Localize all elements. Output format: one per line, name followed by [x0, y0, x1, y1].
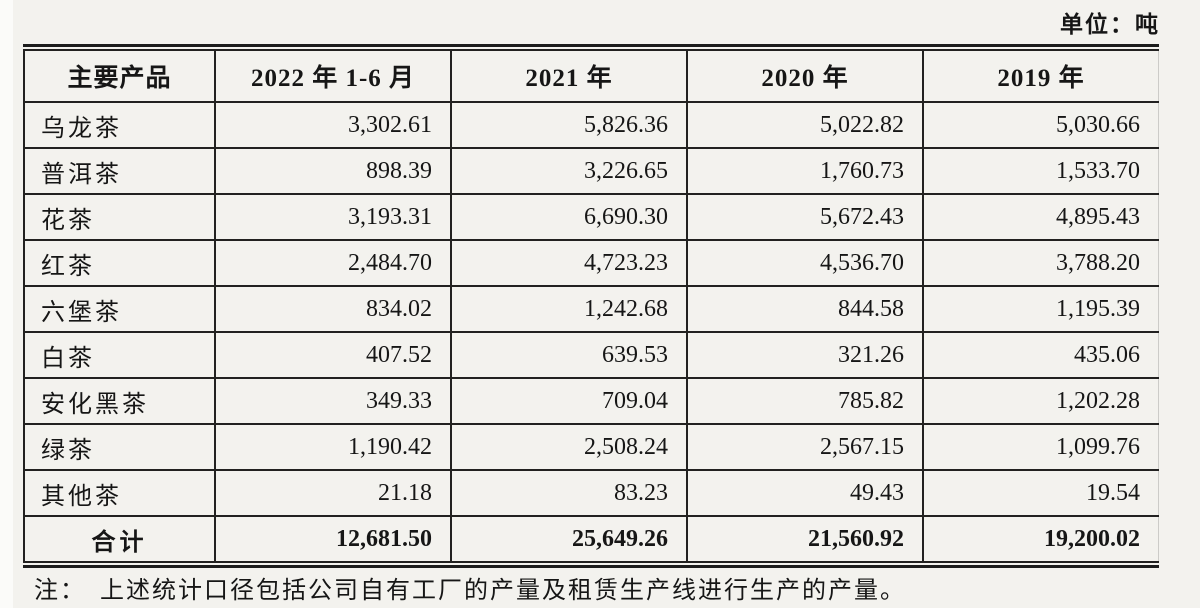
value-cell: 844.58 — [686, 285, 924, 333]
value-cell: 5,022.82 — [686, 101, 924, 149]
value-cell: 1,533.70 — [922, 147, 1159, 195]
value-cell: 898.39 — [214, 147, 452, 195]
production-table-grid: 主要产品 2022 年 1-6 月 2021 年 2020 年 2019 年 乌… — [23, 49, 1159, 563]
product-cell: 六堡茶 — [23, 285, 216, 333]
total-value-cell: 25,649.26 — [450, 515, 688, 563]
value-cell: 3,226.65 — [450, 147, 688, 195]
product-cell: 安化黑茶 — [23, 377, 216, 425]
unit-label: 单位：吨 — [1060, 12, 1160, 37]
product-cell: 红茶 — [23, 239, 216, 287]
table-row: 花茶 3,193.31 6,690.30 5,672.43 4,895.43 — [23, 193, 1159, 241]
value-cell: 834.02 — [214, 285, 452, 333]
table-row: 其他茶 21.18 83.23 49.43 19.54 — [23, 469, 1159, 517]
header-cell-2022h1: 2022 年 1-6 月 — [214, 49, 452, 103]
product-cell: 花茶 — [23, 193, 216, 241]
product-cell: 其他茶 — [23, 469, 216, 517]
product-cell: 普洱茶 — [23, 147, 216, 195]
total-label-cell: 合计 — [23, 515, 216, 563]
value-cell: 639.53 — [450, 331, 688, 379]
header-cell-2019: 2019 年 — [922, 49, 1159, 103]
value-cell: 1,099.76 — [922, 423, 1159, 471]
value-cell: 709.04 — [450, 377, 688, 425]
table-row: 绿茶 1,190.42 2,508.24 2,567.15 1,099.76 — [23, 423, 1159, 471]
value-cell: 435.06 — [922, 331, 1159, 379]
value-cell: 349.33 — [214, 377, 452, 425]
value-cell: 3,788.20 — [922, 239, 1159, 287]
total-value-cell: 21,560.92 — [686, 515, 924, 563]
table-row: 六堡茶 834.02 1,242.68 844.58 1,195.39 — [23, 285, 1159, 333]
total-value-cell: 12,681.50 — [214, 515, 452, 563]
product-cell: 乌龙茶 — [23, 101, 216, 149]
header-cell-2021: 2021 年 — [450, 49, 688, 103]
table-row: 乌龙茶 3,302.61 5,826.36 5,022.82 5,030.66 — [23, 101, 1159, 149]
header-cell-2020: 2020 年 — [686, 49, 924, 103]
value-cell: 2,484.70 — [214, 239, 452, 287]
value-cell: 21.18 — [214, 469, 452, 517]
value-cell: 1,202.28 — [922, 377, 1159, 425]
value-cell: 785.82 — [686, 377, 924, 425]
value-cell: 4,536.70 — [686, 239, 924, 287]
footnote: 注： 上述统计口径包括公司自有工厂的产量及租赁生产线进行生产的产量。 — [34, 570, 906, 605]
value-cell: 321.26 — [686, 331, 924, 379]
value-cell: 1,195.39 — [922, 285, 1159, 333]
value-cell: 49.43 — [686, 469, 924, 517]
value-cell: 3,302.61 — [214, 101, 452, 149]
table-row: 白茶 407.52 639.53 321.26 435.06 — [23, 331, 1159, 379]
table-body: 乌龙茶 3,302.61 5,826.36 5,022.82 5,030.66 … — [23, 101, 1159, 517]
value-cell: 407.52 — [214, 331, 452, 379]
total-row: 合计 12,681.50 25,649.26 21,560.92 19,200.… — [23, 515, 1159, 563]
value-cell: 4,895.43 — [922, 193, 1159, 241]
footnote-prefix: 注： — [34, 578, 86, 604]
value-cell: 2,508.24 — [450, 423, 688, 471]
table-row: 普洱茶 898.39 3,226.65 1,760.73 1,533.70 — [23, 147, 1159, 195]
value-cell: 5,672.43 — [686, 193, 924, 241]
value-cell: 1,190.42 — [214, 423, 452, 471]
production-table: 主要产品 2022 年 1-6 月 2021 年 2020 年 2019 年 乌… — [23, 44, 1159, 568]
table-header-row: 主要产品 2022 年 1-6 月 2021 年 2020 年 2019 年 — [23, 49, 1159, 103]
footnote-text: 上述统计口径包括公司自有工厂的产量及租赁生产线进行生产的产量。 — [100, 578, 906, 604]
table-row: 安化黑茶 349.33 709.04 785.82 1,202.28 — [23, 377, 1159, 425]
product-cell: 白茶 — [23, 331, 216, 379]
header-cell-product: 主要产品 — [23, 49, 216, 103]
total-value-cell: 19,200.02 — [922, 515, 1159, 563]
table-row: 红茶 2,484.70 4,723.23 4,536.70 3,788.20 — [23, 239, 1159, 287]
value-cell: 5,826.36 — [450, 101, 688, 149]
value-cell: 3,193.31 — [214, 193, 452, 241]
value-cell: 1,242.68 — [450, 285, 688, 333]
value-cell: 4,723.23 — [450, 239, 688, 287]
value-cell: 2,567.15 — [686, 423, 924, 471]
value-cell: 83.23 — [450, 469, 688, 517]
value-cell: 5,030.66 — [922, 101, 1159, 149]
value-cell: 19.54 — [922, 469, 1159, 517]
value-cell: 6,690.30 — [450, 193, 688, 241]
product-cell: 绿茶 — [23, 423, 216, 471]
value-cell: 1,760.73 — [686, 147, 924, 195]
